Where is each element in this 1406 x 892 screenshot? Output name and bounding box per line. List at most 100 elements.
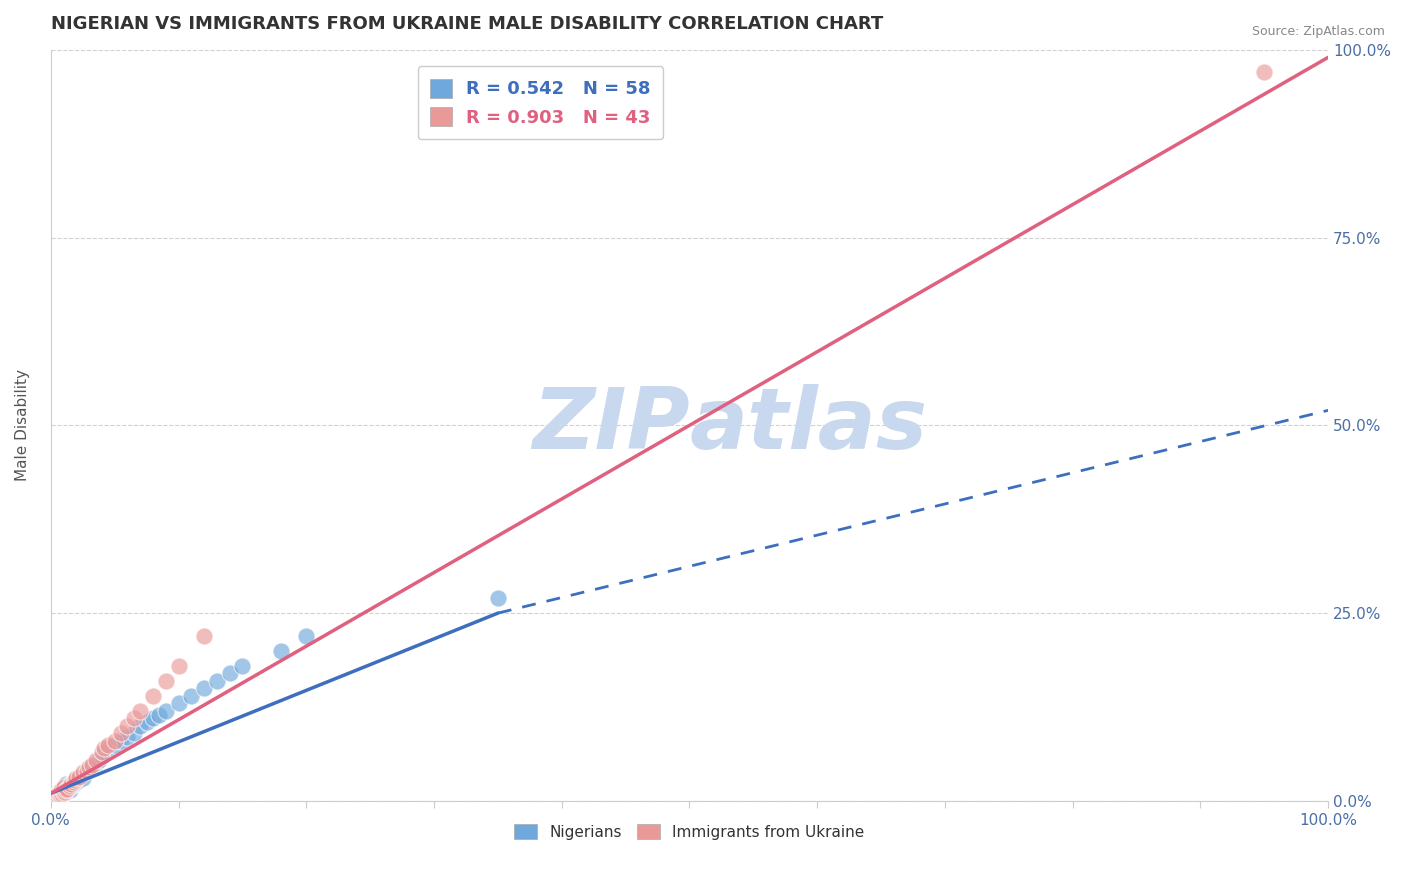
Point (55, 785, 77, 799)
Point (69, 770, 91, 784)
Point (48, 786, 70, 800)
Point (104, 733, 127, 747)
Text: NIGERIAN VS IMMIGRANTS FROM UKRAINE MALE DISABILITY CORRELATION CHART: NIGERIAN VS IMMIGRANTS FROM UKRAINE MALE… (51, 15, 883, 33)
Point (49, 789, 72, 803)
Point (48, 789, 70, 804)
Point (44, 791, 66, 805)
Point (129, 719, 152, 733)
Point (72, 772, 94, 786)
Point (52, 780, 75, 795)
Point (52, 786, 75, 800)
Point (49, 782, 72, 797)
Point (76, 764, 98, 778)
Point (67, 772, 90, 787)
Point (205, 673, 228, 688)
Point (142, 689, 165, 703)
Point (53, 779, 76, 793)
Text: ZIP: ZIP (531, 384, 689, 467)
Point (51, 787, 73, 801)
Point (231, 658, 253, 673)
Point (148, 707, 170, 722)
Point (49, 788, 72, 802)
Point (218, 666, 240, 681)
Point (104, 738, 127, 752)
Point (110, 733, 132, 747)
Point (51, 784, 73, 798)
Legend: Nigerians, Immigrants from Ukraine: Nigerians, Immigrants from Ukraine (508, 818, 870, 846)
Point (84, 756, 107, 771)
Point (51, 781, 73, 796)
Point (49, 784, 72, 798)
Point (97, 738, 120, 752)
Text: atlas: atlas (689, 384, 928, 467)
Point (49, 788, 72, 802)
Point (270, 643, 292, 657)
Point (65, 772, 87, 786)
Point (80, 757, 103, 772)
Point (193, 681, 215, 696)
Point (155, 673, 177, 688)
Point (59, 782, 82, 797)
Y-axis label: Male Disability: Male Disability (15, 369, 30, 482)
Point (55, 782, 77, 797)
Point (72, 765, 94, 780)
Point (295, 629, 318, 643)
Point (110, 726, 132, 740)
Point (63, 777, 86, 791)
Point (67, 770, 90, 784)
Point (155, 704, 177, 718)
Point (93, 741, 115, 756)
Point (76, 764, 98, 778)
Point (56, 781, 79, 796)
Point (75, 765, 97, 780)
Point (48, 786, 70, 800)
Point (52, 786, 75, 800)
Point (62, 775, 84, 789)
Point (55, 777, 77, 791)
Point (1253, 65, 1275, 79)
Point (46, 790, 69, 805)
Point (56, 782, 79, 797)
Point (167, 696, 190, 710)
Point (66, 772, 89, 786)
Point (63, 775, 86, 789)
Point (63, 772, 86, 787)
Point (53, 785, 76, 799)
Point (122, 726, 145, 740)
Point (65, 775, 87, 789)
Point (60, 779, 83, 793)
Point (46, 787, 69, 801)
Point (90, 745, 112, 759)
Point (59, 779, 82, 793)
Point (45, 789, 67, 803)
Point (122, 711, 145, 725)
Point (51, 787, 73, 801)
Point (77, 760, 100, 774)
Point (77, 762, 100, 776)
Point (53, 786, 76, 800)
Point (48, 789, 70, 804)
Point (59, 777, 82, 791)
Point (46, 788, 69, 802)
Point (63, 773, 86, 788)
Point (49, 789, 72, 803)
Point (129, 704, 152, 718)
Point (52, 780, 75, 795)
Point (84, 753, 107, 767)
Point (97, 741, 120, 756)
Point (89, 753, 111, 767)
Point (60, 777, 83, 791)
Point (45, 790, 67, 805)
Point (49, 782, 72, 797)
Point (45, 790, 67, 805)
Point (90, 748, 112, 763)
Point (44, 791, 66, 805)
Point (117, 730, 139, 744)
Text: Source: ZipAtlas.com: Source: ZipAtlas.com (1251, 25, 1385, 38)
Point (167, 658, 190, 673)
Point (193, 629, 215, 643)
Point (117, 719, 139, 733)
Point (42, 792, 65, 806)
Point (80, 757, 103, 772)
Point (142, 711, 165, 725)
